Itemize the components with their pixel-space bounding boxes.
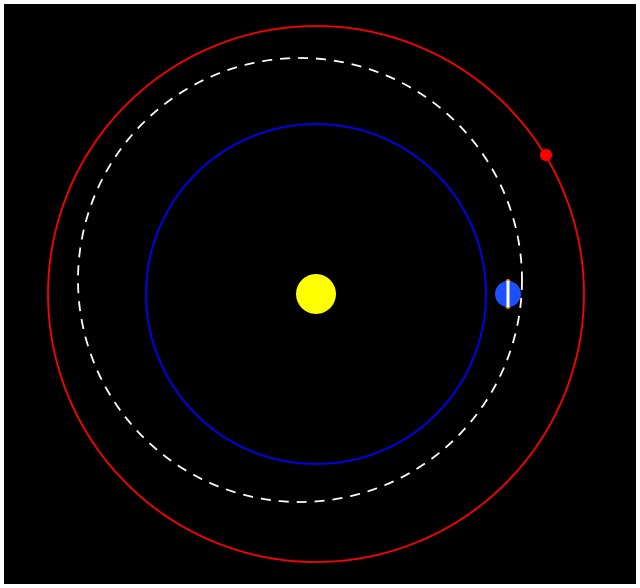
orbital-diagram [0,0,640,588]
sun-icon [296,274,336,314]
earth-stripe [507,281,510,307]
outer-body [540,149,552,161]
orbit-svg [0,0,640,588]
